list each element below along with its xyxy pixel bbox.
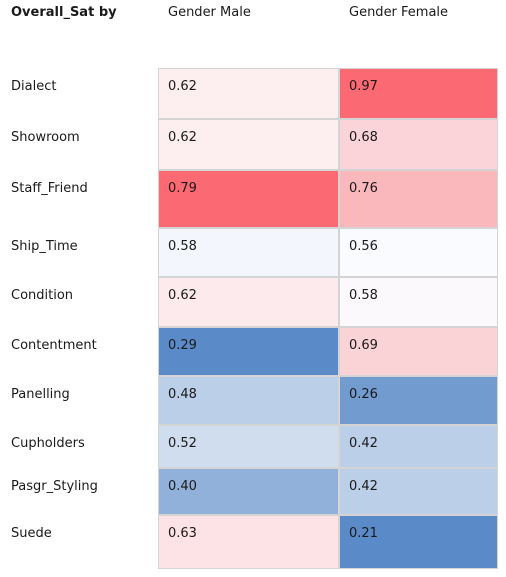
heatmap-cell: 0.42: [339, 468, 498, 515]
heatmap-cell: 0.52: [158, 425, 339, 468]
row-label: Showroom: [11, 130, 80, 145]
heatmap-cell: 0.42: [339, 425, 498, 468]
column-header-gender-female: Gender Female: [349, 5, 449, 20]
heatmap-cell: 0.48: [158, 376, 339, 425]
heatmap-cell: 0.58: [339, 277, 498, 327]
chart-title: Overall_Sat by: [11, 5, 117, 20]
heatmap-cell: 0.69: [339, 327, 498, 376]
row-label: Panelling: [11, 387, 70, 402]
heatmap-cell: 0.97: [339, 68, 498, 119]
heatmap-cell: 0.62: [158, 119, 339, 170]
heatmap-cell: 0.63: [158, 515, 339, 569]
heatmap-cell: 0.79: [158, 170, 339, 228]
heatmap-cell: 0.76: [339, 170, 498, 228]
heatmap-cell: 0.40: [158, 468, 339, 515]
row-label: Suede: [11, 526, 52, 541]
row-label: Ship_Time: [11, 239, 78, 254]
heatmap-cell: 0.62: [158, 277, 339, 327]
row-label: Pasgr_Styling: [11, 479, 98, 494]
heatmap-cell: 0.26: [339, 376, 498, 425]
row-label: Cupholders: [11, 436, 85, 451]
heatmap-cell: 0.68: [339, 119, 498, 170]
heatmap-cell: 0.58: [158, 228, 339, 277]
heatmap-cell: 0.29: [158, 327, 339, 376]
row-label: Dialect: [11, 79, 57, 94]
row-label: Contentment: [11, 338, 97, 353]
row-label: Condition: [11, 288, 74, 303]
heatmap-cell: 0.62: [158, 68, 339, 119]
row-label: Staff_Friend: [11, 181, 88, 196]
heatmap-cell: 0.21: [339, 515, 498, 569]
heatmap-cell: 0.56: [339, 228, 498, 277]
column-header-gender-male: Gender Male: [168, 5, 251, 20]
